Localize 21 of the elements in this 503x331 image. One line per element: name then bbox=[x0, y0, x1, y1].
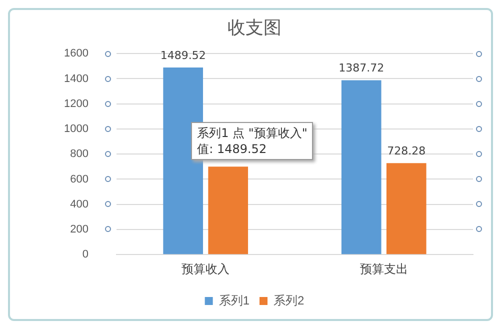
y-tick-label: 600 bbox=[70, 173, 88, 186]
y-tick-label: 1200 bbox=[64, 98, 88, 110]
bar bbox=[208, 166, 248, 254]
chart-title: 收支图 bbox=[228, 17, 282, 38]
y-tick-label: 1400 bbox=[64, 72, 88, 85]
y-tick-label: 0 bbox=[82, 248, 88, 261]
bar bbox=[341, 80, 382, 254]
y-tick-label: 800 bbox=[70, 148, 88, 160]
annotation: 系列1 点 "预算收入" 值: 1489.52 bbox=[191, 122, 314, 160]
y-tick-label: 1600 bbox=[64, 48, 88, 60]
y-tick-label: 400 bbox=[70, 198, 88, 210]
y-tick-label: 200 bbox=[70, 224, 88, 236]
x-tick-label: 预算收入 bbox=[182, 262, 230, 276]
y-tick-label: 1000 bbox=[64, 123, 88, 136]
x-tick-label: 预算支出 bbox=[360, 262, 408, 276]
data-label: 1387.72 bbox=[338, 62, 384, 75]
data-label: 1489.52 bbox=[160, 48, 206, 62]
legend-label: 系列2 bbox=[274, 293, 304, 308]
data-label: 728.28 bbox=[387, 144, 426, 158]
bar bbox=[386, 163, 426, 254]
legend-label: 系列1 bbox=[218, 293, 250, 308]
